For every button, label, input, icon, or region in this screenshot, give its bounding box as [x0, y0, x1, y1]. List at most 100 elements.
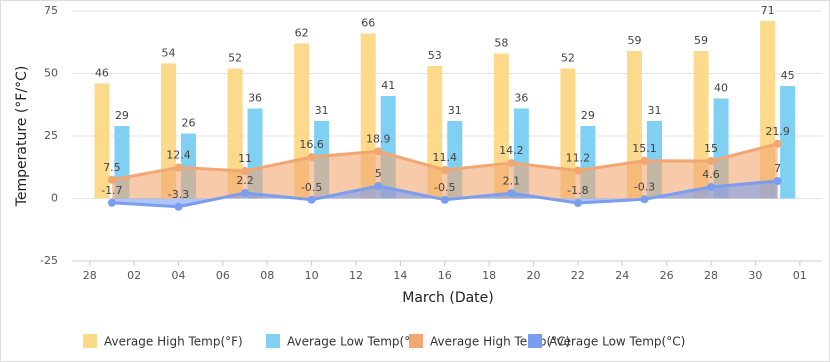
point [507, 189, 516, 198]
point [707, 183, 716, 191]
point [241, 189, 250, 197]
data-label: 45 [781, 69, 795, 82]
data-label: 41 [381, 79, 395, 92]
data-label: 5 [375, 167, 382, 180]
data-label: 59 [627, 34, 641, 47]
x-tick-label: 16 [438, 269, 452, 282]
y-tick-label: 25 [44, 129, 58, 142]
data-label: -3.3 [168, 188, 189, 201]
data-label: 11 [238, 152, 252, 165]
x-tick-label: 08 [260, 269, 274, 282]
data-label: 58 [494, 37, 508, 50]
data-label: 62 [295, 27, 309, 40]
legend-label: Average Low Temp(°F) [287, 335, 422, 349]
point [174, 202, 183, 211]
data-label: 54 [162, 47, 176, 60]
data-label: -0.5 [301, 181, 322, 194]
x-tick-label: 01 [793, 269, 807, 282]
legend-label: Average High Temp(°F) [104, 335, 243, 349]
data-label: -1.7 [101, 184, 122, 197]
point [573, 166, 582, 175]
data-label: 29 [581, 109, 595, 122]
x-tick-label: 28 [83, 269, 97, 282]
bar [560, 68, 576, 199]
x-axis-title: March (Date) [402, 290, 494, 306]
x-tick-label: 30 [748, 269, 762, 282]
data-label: -1.8 [567, 184, 588, 197]
x-tick-label: 20 [527, 269, 541, 282]
legend-swatch [83, 334, 97, 348]
point [507, 159, 516, 167]
data-label: -0.3 [634, 180, 655, 193]
point [640, 156, 649, 165]
legend-swatch [409, 334, 423, 348]
bar [94, 83, 110, 199]
x-tick-label: 02 [127, 269, 141, 282]
data-label: 11.2 [566, 152, 591, 165]
point [107, 175, 116, 184]
point [640, 195, 649, 204]
y-axis-title: Temperature (°F/°C) [14, 66, 30, 208]
point [307, 195, 316, 204]
y-tick-label: 0 [51, 192, 58, 205]
data-label: 15.1 [632, 142, 657, 155]
x-tick-label: 14 [393, 269, 407, 282]
point [773, 177, 782, 185]
data-label: 21.9 [765, 125, 790, 138]
data-label: 31 [448, 104, 462, 117]
legend-swatch [266, 334, 280, 348]
data-label: 15 [704, 142, 718, 155]
data-label: 2.1 [503, 174, 521, 187]
data-label: 2.2 [236, 174, 254, 187]
y-tick-label: 50 [44, 67, 58, 80]
data-label: 59 [694, 34, 708, 47]
y-tick-label: 75 [44, 4, 58, 17]
data-label: 66 [361, 17, 375, 30]
data-label: 53 [428, 49, 442, 62]
data-label: 16.6 [299, 138, 324, 151]
data-label: 31 [315, 104, 329, 117]
data-label: 31 [647, 104, 661, 117]
x-tick-label: 28 [704, 269, 718, 282]
data-label: 29 [115, 109, 129, 122]
data-label: 18.9 [366, 132, 391, 145]
bar [780, 86, 796, 199]
data-label: -0.5 [434, 181, 455, 194]
data-label: 52 [561, 52, 575, 65]
data-label: 40 [714, 82, 728, 95]
point [440, 195, 449, 204]
point [773, 139, 782, 148]
data-label: 52 [228, 52, 242, 65]
data-label: 46 [95, 67, 109, 80]
data-label: 36 [514, 92, 528, 105]
data-label: 14.2 [499, 144, 524, 157]
point [307, 153, 316, 161]
point [374, 147, 383, 156]
point [707, 157, 716, 165]
legend-swatch [528, 334, 542, 348]
bar [227, 68, 243, 199]
point [573, 199, 582, 207]
data-label: 7.5 [103, 161, 121, 174]
legend-label: Average Low Temp(°C) [549, 335, 685, 349]
data-label: 4.6 [702, 168, 720, 181]
data-label: 71 [761, 4, 775, 17]
y-tick-label: -25 [40, 254, 58, 267]
x-tick-label: 10 [305, 269, 319, 282]
x-tick-label: 22 [571, 269, 585, 282]
point [374, 182, 383, 190]
bar [161, 63, 177, 199]
x-tick-label: 06 [216, 269, 230, 282]
point [107, 198, 116, 207]
x-tick-label: 26 [660, 269, 674, 282]
data-label: 36 [248, 92, 262, 105]
x-tick-label: 18 [482, 269, 496, 282]
point [440, 166, 449, 174]
point [174, 163, 183, 172]
point [241, 167, 250, 175]
data-label: 11.4 [433, 151, 458, 164]
x-tick-label: 04 [172, 269, 186, 282]
data-label: 7 [774, 162, 781, 175]
